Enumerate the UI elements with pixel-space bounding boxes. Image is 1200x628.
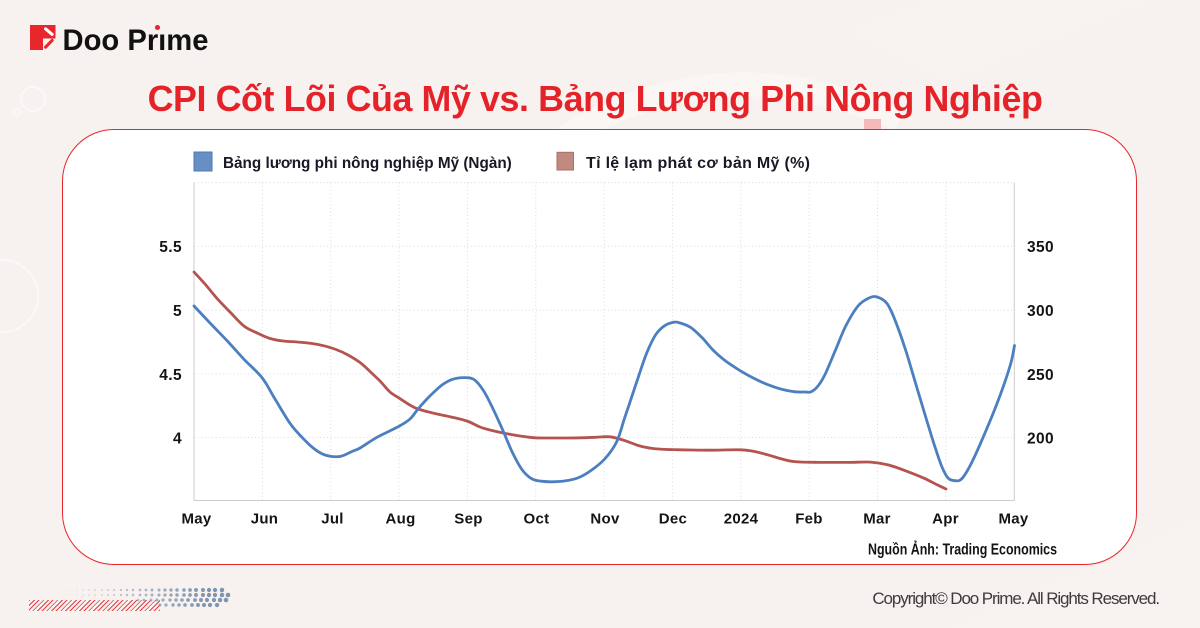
svg-text:350: 350 — [1027, 239, 1054, 256]
svg-text:Sep: Sep — [454, 511, 482, 528]
svg-text:May: May — [181, 511, 211, 528]
svg-text:250: 250 — [1027, 367, 1054, 384]
svg-text:Jul: Jul — [321, 511, 344, 528]
svg-text:4.5: 4.5 — [159, 367, 182, 384]
svg-text:Aug: Aug — [385, 511, 415, 528]
svg-text:Dec: Dec — [659, 511, 687, 528]
svg-text:5.5: 5.5 — [159, 239, 182, 256]
svg-text:May: May — [998, 511, 1028, 528]
svg-text:Nov: Nov — [590, 511, 620, 528]
svg-text:2024: 2024 — [724, 511, 759, 528]
svg-text:Feb: Feb — [795, 511, 823, 528]
svg-text:Tỉ lệ lạm phát cơ bản Mỹ (%): Tỉ lệ lạm phát cơ bản Mỹ (%) — [586, 155, 810, 172]
svg-text:4: 4 — [173, 431, 182, 448]
svg-text:300: 300 — [1027, 303, 1054, 320]
svg-text:Oct: Oct — [524, 511, 550, 528]
svg-text:Apr: Apr — [932, 511, 959, 528]
svg-text:Bảng lương phi nông nghiệp Mỹ: Bảng lương phi nông nghiệp Mỹ (Ngàn) — [223, 155, 512, 172]
svg-text:5: 5 — [173, 303, 182, 320]
svg-text:Nguồn Ảnh: Trading Economics: Nguồn Ảnh: Trading Economics — [868, 540, 1057, 559]
svg-text:Jun: Jun — [251, 511, 279, 528]
svg-text:Mar: Mar — [863, 511, 891, 528]
svg-text:200: 200 — [1027, 431, 1054, 448]
